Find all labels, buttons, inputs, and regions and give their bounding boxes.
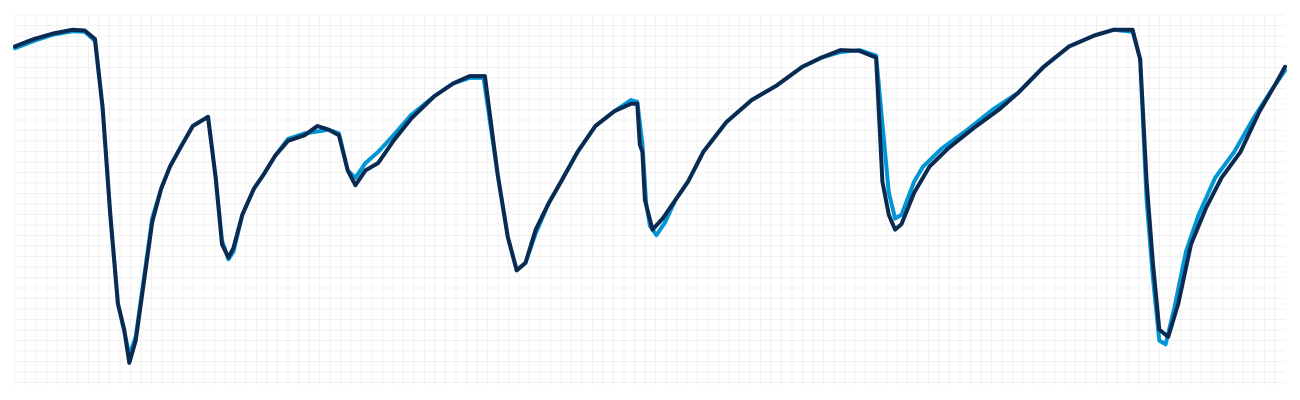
series-line-1 <box>13 27 1287 358</box>
series-line-2 <box>13 27 1287 365</box>
grid <box>14 14 1285 385</box>
series-group <box>13 27 1287 365</box>
